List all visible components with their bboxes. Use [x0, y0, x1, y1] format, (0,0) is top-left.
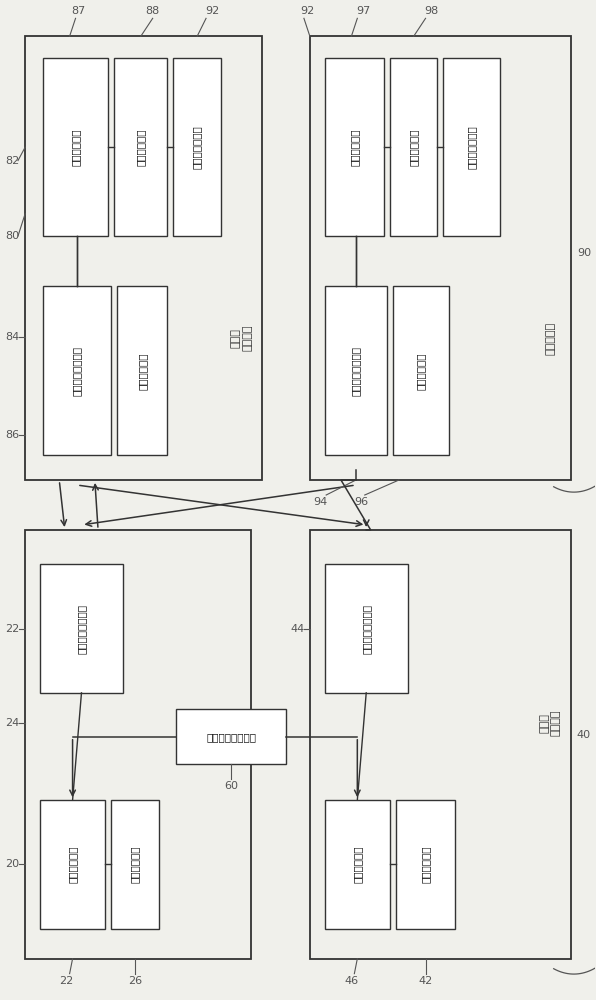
Text: 44: 44 — [291, 624, 305, 634]
Text: 22: 22 — [60, 976, 74, 986]
Text: 第一无线通信模块: 第一无线通信模块 — [361, 604, 371, 654]
Bar — [43, 58, 108, 236]
Bar — [325, 800, 390, 929]
Bar — [310, 36, 571, 480]
Bar — [25, 530, 250, 959]
Text: 40: 40 — [577, 730, 591, 740]
Text: 第一电力电容器: 第一电力电容器 — [192, 125, 202, 169]
Text: 第二电源模块: 第二电源模块 — [137, 352, 147, 390]
Bar — [396, 800, 455, 929]
Bar — [40, 564, 123, 693]
Text: 第三处理单元: 第三处理单元 — [349, 128, 359, 166]
Bar — [117, 286, 167, 455]
Bar — [390, 58, 437, 236]
Text: 第四电源模块: 第四电源模块 — [130, 846, 140, 883]
Text: 第三电源模块: 第三电源模块 — [416, 352, 426, 390]
Text: 94: 94 — [313, 497, 327, 507]
Text: 24: 24 — [5, 718, 19, 728]
Text: 88: 88 — [145, 6, 160, 16]
Text: 80: 80 — [5, 231, 19, 241]
Bar — [43, 286, 111, 455]
Text: 46: 46 — [344, 976, 358, 986]
Bar — [114, 58, 167, 236]
Text: 第二无线通信模块: 第二无线通信模块 — [72, 346, 82, 396]
Bar — [173, 58, 221, 236]
Text: 92: 92 — [300, 6, 314, 16]
Text: 92: 92 — [205, 6, 219, 16]
Bar — [443, 58, 499, 236]
Text: 87: 87 — [72, 6, 86, 16]
Bar — [325, 58, 384, 236]
Text: 22: 22 — [5, 624, 19, 634]
Text: 第一处理单元: 第一处理单元 — [352, 846, 362, 883]
Text: 26: 26 — [128, 976, 142, 986]
Text: 97: 97 — [356, 6, 370, 16]
Text: 数据输
出控制器: 数据输 出控制器 — [231, 325, 253, 351]
Text: 60: 60 — [224, 781, 238, 791]
Bar — [111, 800, 159, 929]
Text: 后台监
控服务端: 后台监 控服务端 — [219, 710, 241, 736]
Text: 82: 82 — [5, 156, 19, 166]
Bar — [393, 286, 449, 455]
Text: 第一电子开关: 第一电子开关 — [136, 128, 146, 166]
Bar — [325, 286, 387, 455]
Text: 42: 42 — [418, 976, 433, 986]
Text: 第四处理单元: 第四处理单元 — [67, 846, 77, 883]
Bar — [25, 36, 262, 480]
Text: 第一电源模块: 第一电源模块 — [421, 846, 430, 883]
Text: 96: 96 — [355, 497, 369, 507]
Bar — [325, 564, 408, 693]
Text: 98: 98 — [424, 6, 439, 16]
Text: 第四无线通信模块: 第四无线通信模块 — [76, 604, 86, 654]
Bar — [40, 800, 105, 929]
Text: 20: 20 — [5, 859, 19, 869]
Text: 数据采集输入模块: 数据采集输入模块 — [206, 732, 256, 742]
Bar — [176, 709, 286, 764]
Text: 90: 90 — [577, 248, 591, 258]
Text: 84: 84 — [5, 332, 19, 342]
Text: 第二处理单元: 第二处理单元 — [70, 128, 80, 166]
Bar — [310, 530, 571, 959]
Text: 第二电子开关: 第二电子开关 — [409, 128, 418, 166]
Text: 智能电容器: 智能电容器 — [545, 321, 555, 355]
Text: 第三无线通信模块: 第三无线通信模块 — [351, 346, 361, 396]
Text: 单片机
控制主机: 单片机 控制主机 — [539, 710, 561, 736]
Text: 86: 86 — [5, 430, 19, 440]
Text: 第二电力电容器: 第二电力电容器 — [467, 125, 477, 169]
